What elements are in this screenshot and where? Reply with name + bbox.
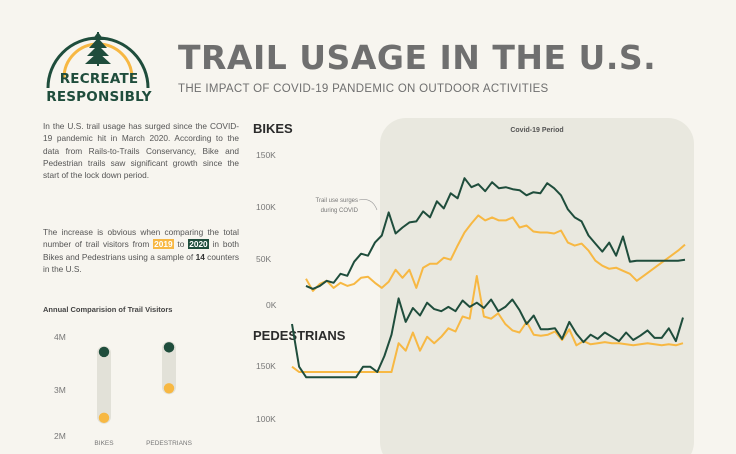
- page-title: TRAIL USAGE IN THE U.S.: [178, 38, 657, 77]
- pedestrians-line-2019: [291, 275, 684, 373]
- intro-text-a: The increase is obvious when comparing t…: [43, 227, 239, 250]
- logo-line-2: RESPONSIBLY: [46, 89, 152, 105]
- annual-chart-title: Annual Comparision of Trail Visitors: [43, 305, 173, 314]
- annual-ytick-2m: 2M: [54, 431, 66, 441]
- annual-ytick-3m: 3M: [54, 385, 66, 395]
- bikes-annotation-leader: [358, 199, 378, 211]
- bikes-line-2020: [305, 177, 686, 290]
- intro-paragraph-1: In the U.S. trail usage has surged since…: [43, 121, 239, 181]
- year-2020-badge: 2020: [188, 239, 209, 250]
- year-2019-badge: 2019: [153, 239, 174, 250]
- bikes-chart-title: BIKES: [253, 121, 293, 136]
- annual-comparison-chart: 4M 3M 2M BIKES PEDESTRIANS: [54, 332, 193, 447]
- intro-text-b: to: [173, 239, 189, 250]
- pedestrians-ytick-100k: 100K: [256, 414, 276, 424]
- pedestrians-line-2020: [291, 297, 684, 379]
- intro-text-c: in both Bikes and Pedestrians using a sa…: [43, 239, 240, 262]
- covid-period-label: Covid-19 Period: [510, 127, 563, 134]
- logo-emblem: [46, 32, 150, 89]
- dot-2019-pedestrians: [163, 383, 175, 394]
- pedestrians-ytick-150k: 150K: [256, 361, 276, 371]
- pedestrians-chart-title: PEDESTRIANS: [253, 328, 346, 343]
- trend-charts: Covid-19 Period BIKES 150K 100K 50K 0K T…: [253, 118, 694, 454]
- bikes-ytick-50k: 50K: [256, 254, 271, 264]
- logo-line-1: RECREATE: [59, 71, 139, 87]
- covid-period-band: [380, 118, 694, 454]
- dot-2020-pedestrians: [163, 342, 175, 353]
- bikes-ytick-150k: 150K: [256, 150, 276, 160]
- intro-text-d: counters in the U.S.: [43, 251, 239, 274]
- bikes-line-2019: [305, 214, 686, 292]
- bikes-annotation: Trail use surges during COVID: [316, 198, 359, 214]
- dot-2020-bikes: [98, 346, 110, 358]
- page-subtitle: THE IMPACT OF COVID-19 PANDEMIC ON OUTDO…: [178, 83, 549, 95]
- logo-text: RECREATE RESPONSIBLY: [45, 70, 153, 106]
- bikes-ytick-0k: 0K: [266, 300, 277, 310]
- bikes-ytick-100k: 100K: [256, 202, 276, 212]
- dumbbell-bar-pedestrians: [162, 341, 176, 395]
- counter-count: 14: [195, 251, 205, 262]
- dumbbell-bar-bikes: [97, 345, 111, 424]
- annual-xlabel-pedestrians: PEDESTRIANS: [146, 440, 193, 447]
- annual-ytick-4m: 4M: [54, 332, 66, 342]
- annual-xlabel-bikes: BIKES: [94, 440, 114, 447]
- dot-2019-bikes: [98, 412, 110, 424]
- intro-paragraph-2: The increase is obvious when comparing t…: [43, 226, 239, 275]
- pine-tree-icon: [85, 32, 111, 66]
